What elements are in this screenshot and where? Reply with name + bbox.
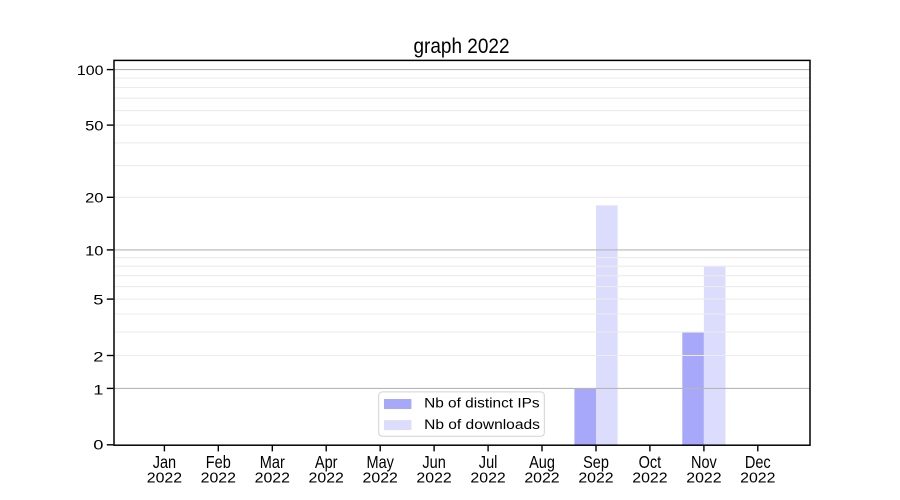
svg-text:2022: 2022 (632, 471, 667, 487)
svg-text:1: 1 (93, 382, 103, 398)
svg-text:Aug: Aug (529, 452, 555, 472)
svg-text:2022: 2022 (363, 471, 398, 487)
svg-text:Jun: Jun (422, 452, 445, 472)
svg-text:50: 50 (85, 118, 104, 134)
svg-text:2022: 2022 (201, 471, 236, 487)
svg-text:Jul: Jul (479, 452, 498, 472)
svg-text:Jan: Jan (153, 452, 176, 472)
svg-text:2022: 2022 (578, 471, 613, 487)
svg-text:2022: 2022 (686, 471, 721, 487)
svg-text:2022: 2022 (147, 471, 182, 487)
svg-text:5: 5 (93, 292, 103, 308)
svg-text:20: 20 (85, 190, 104, 206)
svg-text:2022: 2022 (740, 471, 775, 487)
svg-text:2: 2 (93, 349, 103, 365)
svg-text:Dec: Dec (745, 452, 771, 472)
svg-text:Apr: Apr (315, 452, 338, 472)
svg-text:Sep: Sep (583, 452, 609, 472)
svg-text:Feb: Feb (206, 452, 231, 472)
svg-text:2022: 2022 (416, 471, 451, 487)
svg-text:Nb of downloads: Nb of downloads (424, 416, 540, 432)
svg-text:2022: 2022 (255, 471, 290, 487)
svg-text:100: 100 (77, 62, 104, 78)
svg-text:Nov: Nov (691, 452, 717, 472)
svg-text:2022: 2022 (524, 471, 559, 487)
svg-text:Oct: Oct (639, 452, 662, 472)
svg-text:0: 0 (93, 437, 103, 453)
svg-text:May: May (367, 452, 395, 472)
svg-text:graph 2022: graph 2022 (414, 34, 510, 58)
svg-text:Nb of distinct IPs: Nb of distinct IPs (424, 395, 539, 411)
svg-text:Mar: Mar (260, 452, 285, 472)
svg-text:2022: 2022 (309, 471, 344, 487)
svg-text:10: 10 (85, 242, 104, 258)
svg-text:2022: 2022 (470, 471, 505, 487)
